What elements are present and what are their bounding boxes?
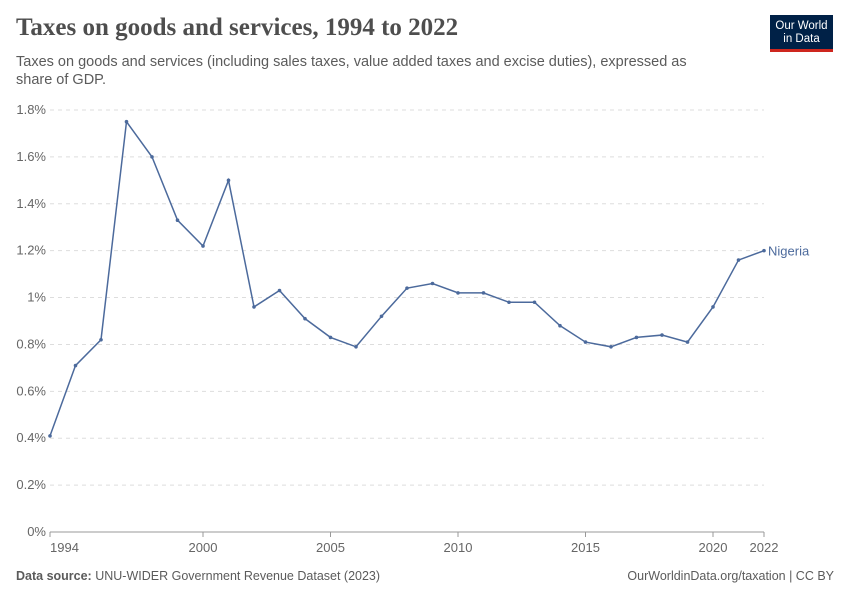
data-point xyxy=(507,300,511,305)
data-point xyxy=(73,363,78,368)
data-source-label: Data source: xyxy=(16,569,92,583)
data-point xyxy=(685,340,690,344)
x-tick-label: 2010 xyxy=(444,540,473,555)
data-point xyxy=(48,434,52,438)
x-tick-label: 2005 xyxy=(316,540,345,555)
data-point xyxy=(609,344,613,349)
data-point xyxy=(430,281,435,286)
x-tick-label: 2015 xyxy=(571,540,600,555)
data-point xyxy=(252,305,256,309)
y-tick-label: 1.8% xyxy=(16,102,46,117)
owid-logo[interactable]: Our World in Data xyxy=(770,15,833,52)
y-tick-label: 0.2% xyxy=(16,477,46,492)
data-source: Data source: UNU-WIDER Government Revenu… xyxy=(16,569,380,583)
data-point xyxy=(175,218,180,222)
series-label: Nigeria xyxy=(768,244,810,259)
y-tick-label: 0.4% xyxy=(16,430,46,445)
y-tick-label: 0.8% xyxy=(16,336,46,351)
data-point xyxy=(456,291,460,295)
series-line-nigeria xyxy=(49,119,765,437)
data-point xyxy=(583,340,588,344)
data-point xyxy=(303,316,307,321)
x-tick-label: 1994 xyxy=(50,540,79,555)
data-point xyxy=(99,337,103,342)
y-tick-label: 1% xyxy=(27,290,46,305)
x-tick-label: 2022 xyxy=(750,540,779,555)
data-point xyxy=(660,333,664,337)
data-point xyxy=(277,288,282,293)
data-point xyxy=(711,305,715,309)
y-tick-label: 1.4% xyxy=(16,196,46,211)
data-point xyxy=(328,335,333,340)
line-chart: 0% 0.2% 0.4% 0.6% 0.8% 1% 1.2% 1.4% 1.6% 1.8% 1994… xyxy=(16,102,810,555)
data-point xyxy=(226,178,231,183)
data-point xyxy=(405,286,409,290)
chart-title: Taxes on goods and services, 1994 to 202… xyxy=(16,14,459,41)
data-point xyxy=(124,119,129,124)
data-point xyxy=(736,258,741,262)
y-tick-label: 1.6% xyxy=(16,149,46,164)
y-tick-label: 0% xyxy=(27,524,46,539)
data-point xyxy=(354,344,358,349)
y-tick-label: 0.6% xyxy=(16,383,46,398)
y-tick-label: 1.2% xyxy=(16,243,46,258)
x-tick-label: 2000 xyxy=(189,540,218,555)
footer-link[interactable]: OurWorldinData.org/taxation | CC BY xyxy=(627,569,834,583)
data-source-text: UNU-WIDER Government Revenue Dataset (20… xyxy=(95,569,381,583)
x-tick-label: 2020 xyxy=(699,540,728,555)
data-point xyxy=(532,300,537,305)
data-point xyxy=(558,323,562,328)
data-point xyxy=(481,291,486,295)
chart-subtitle: Taxes on goods and services (including s… xyxy=(16,54,687,88)
data-point xyxy=(150,155,154,159)
data-point xyxy=(201,244,205,248)
data-point xyxy=(634,335,639,340)
data-point xyxy=(762,248,766,253)
data-point xyxy=(379,314,384,319)
